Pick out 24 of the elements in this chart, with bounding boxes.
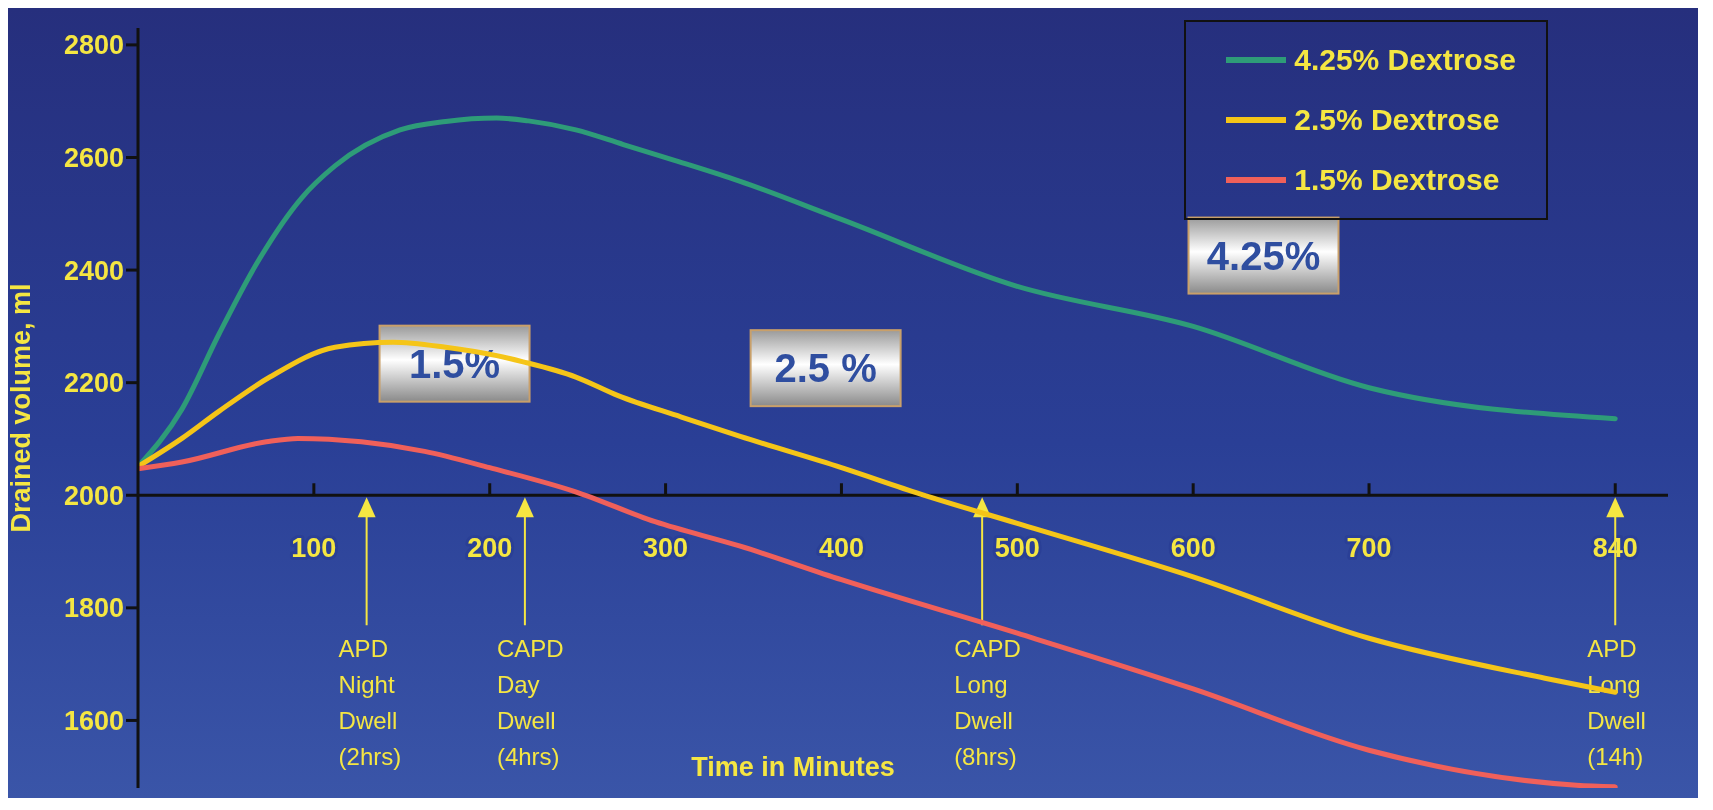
y-tick-label: 1800 (63, 593, 124, 624)
annotation: Time in Minutes (691, 752, 895, 782)
x-tick-label: 500 (994, 533, 1040, 564)
x-tick-label: 100 (291, 533, 337, 564)
x-tick-label: 200 (467, 533, 513, 564)
y-tick-label: 2800 (63, 30, 124, 61)
y-tick-label: 2600 (63, 143, 124, 174)
legend-label: 1.5% Dextrose (1294, 163, 1500, 197)
x-tick-label: 600 (1170, 533, 1216, 564)
annotation: 4.25% (1206, 233, 1321, 278)
legend-label: 2.5% Dextrose (1294, 103, 1500, 137)
legend-label: 4.25% Dextrose (1294, 43, 1516, 77)
x-tick-label: 400 (818, 533, 864, 564)
ref-line-label: CAPD Long Dwell (8hrs) (954, 635, 1021, 771)
x-tick-label: 700 (1346, 533, 1392, 564)
y-axis-title: Drained volume, ml (5, 283, 36, 533)
x-tick-label: 300 (643, 533, 689, 564)
ref-line-label: APD Night Dwell (2hrs) (338, 635, 402, 771)
y-tick-label: 2000 (63, 480, 124, 511)
y-tick-label: 2200 (63, 368, 124, 399)
y-tick-label: 1600 (63, 706, 124, 737)
y-tick-label: 2400 (63, 255, 124, 286)
annotation: 2.5 % (774, 346, 877, 391)
ref-line-label: CAPD Day Dwell (4hrs) (496, 635, 564, 771)
